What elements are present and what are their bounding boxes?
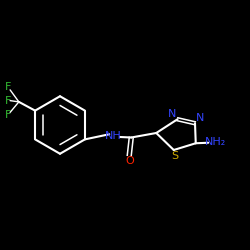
Text: NH: NH — [106, 131, 122, 141]
Text: F: F — [4, 82, 11, 92]
Text: F: F — [4, 110, 11, 120]
Text: O: O — [125, 156, 134, 166]
Text: S: S — [172, 151, 178, 161]
Text: F: F — [4, 96, 11, 106]
Text: NH₂: NH₂ — [204, 137, 226, 147]
Text: N: N — [168, 109, 176, 119]
Text: N: N — [196, 113, 205, 123]
